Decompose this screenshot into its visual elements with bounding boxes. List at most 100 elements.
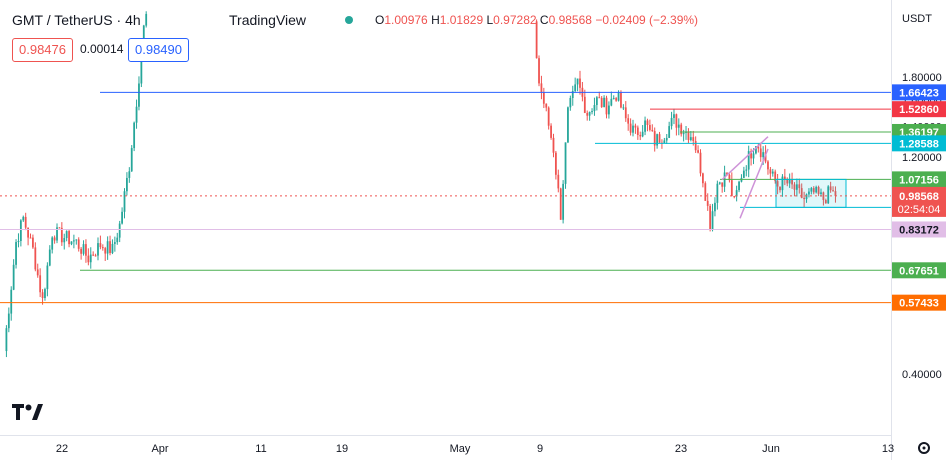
candle-body (126, 177, 128, 192)
x-tick-label: 23 (675, 443, 687, 455)
candle-body (747, 151, 750, 170)
candle-body (762, 152, 765, 158)
candle-body (140, 53, 143, 84)
candle-body (58, 227, 61, 229)
candle-body (810, 188, 813, 192)
candle-body (540, 83, 543, 93)
level-label: 1.52860 (899, 104, 939, 116)
bar-countdown: 02:54:04 (898, 204, 941, 216)
candle-body (15, 242, 17, 265)
candle-body (542, 92, 545, 104)
sell-price-box[interactable]: 0.98476 (12, 38, 73, 62)
candle-body (39, 275, 42, 293)
candle-body (538, 58, 540, 84)
candle-body (730, 180, 733, 197)
candle-body (586, 112, 589, 116)
candle-body (800, 188, 803, 198)
x-tick-label: 9 (537, 443, 543, 455)
candle-body (92, 254, 95, 256)
candle-body (803, 197, 806, 200)
candle-body (665, 137, 668, 141)
candle-body (87, 255, 90, 263)
candle-body (569, 98, 572, 108)
candle-body (617, 92, 620, 101)
candle-body (779, 186, 781, 191)
candle-body (22, 216, 25, 221)
market-status-icon (345, 16, 353, 24)
candle-body (820, 192, 822, 194)
candle-body (554, 152, 557, 175)
candle-body (805, 194, 808, 200)
tradingview-logo-icon (12, 404, 43, 420)
candle-body (99, 243, 102, 248)
y-tick-label: 1.20000 (902, 152, 942, 164)
gear-ring (918, 442, 930, 454)
candle-body (571, 91, 574, 99)
candle-body (711, 211, 714, 230)
level-badge (892, 262, 946, 279)
candle-body (113, 242, 116, 244)
candle-body (562, 183, 565, 220)
candle-body (7, 313, 10, 329)
tradingview-brand: TradingView (229, 12, 307, 28)
candle-body (101, 247, 104, 249)
candle-body (769, 169, 772, 174)
candle-body (53, 237, 56, 241)
level-badge (892, 221, 946, 238)
buy-price-box[interactable]: 0.98490 (128, 38, 189, 62)
candle-body (644, 120, 646, 132)
x-tick-label: 11 (255, 443, 266, 455)
candle-body (29, 237, 32, 239)
candle-body (608, 105, 610, 115)
level-label: 1.28588 (899, 138, 939, 150)
candle-body (10, 289, 13, 314)
candle-body (827, 186, 830, 204)
level-badge (892, 294, 946, 311)
y-tick-label: 1.80000 (902, 72, 942, 84)
level-label: 1.07156 (899, 174, 939, 186)
candle-body (535, 21, 538, 59)
candle-body (612, 98, 615, 100)
candle-body (552, 137, 555, 153)
candle-body (44, 289, 46, 299)
candle-body (624, 107, 627, 119)
candle-body (829, 186, 832, 191)
candle-body (759, 148, 762, 158)
candle-body (689, 137, 692, 141)
level-badge (892, 84, 946, 101)
candle-body (135, 106, 138, 123)
candle-body (781, 176, 784, 191)
candle-body (547, 107, 550, 126)
candle-body (767, 161, 769, 170)
ohlc-readout: O1.00976 H1.01829 L0.97282 C0.98568 −0.0… (375, 13, 699, 27)
candle-body (648, 124, 651, 130)
candle-body (798, 184, 801, 189)
candle-body (776, 181, 779, 187)
candle-body (636, 127, 639, 135)
candle-body (603, 97, 605, 107)
level-label: 0.67651 (899, 265, 939, 277)
candle-body (121, 211, 123, 224)
candle-body (716, 183, 719, 203)
candle-body (812, 188, 815, 193)
candle-body (80, 248, 83, 254)
candle-body (12, 264, 15, 290)
candle-body (817, 186, 820, 194)
candle-body (588, 111, 591, 116)
candle-body (82, 244, 85, 254)
candle-body (832, 190, 834, 192)
candle-body (550, 125, 552, 138)
symbol-title[interactable]: GMT / TetherUS · 4h (12, 12, 141, 28)
candle-body (104, 248, 107, 254)
x-tick-label: 19 (336, 443, 348, 455)
candle-body (791, 179, 793, 185)
candle-body (48, 249, 51, 266)
settings-gear-icon[interactable] (918, 442, 930, 454)
candle-body (24, 216, 27, 228)
candle-body (815, 186, 818, 193)
candle-body (757, 146, 760, 149)
candle-body (726, 172, 728, 175)
candle-body (63, 238, 66, 243)
candle-body (673, 114, 675, 118)
